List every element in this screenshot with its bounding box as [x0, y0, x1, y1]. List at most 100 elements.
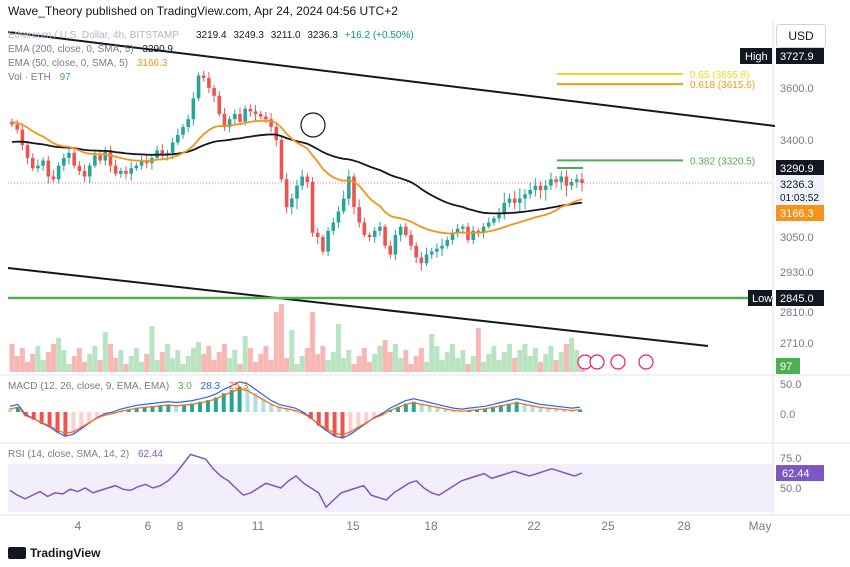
- candle-body: [222, 114, 227, 127]
- candle-body: [25, 145, 30, 158]
- volume-bar: [574, 350, 580, 372]
- candle-body: [217, 95, 222, 114]
- macd-label: MACD (12, 26, close, 9, EMA, EMA): [8, 381, 170, 392]
- volume-bar: [310, 312, 316, 372]
- candle-body: [388, 245, 393, 255]
- candle-body: [554, 179, 558, 182]
- macd-histogram-bar: [47, 412, 52, 428]
- volume-bar: [185, 356, 191, 372]
- volume-bar: [413, 356, 419, 372]
- volume-bar: [76, 348, 82, 372]
- rsi-value: 62.44: [137, 449, 163, 460]
- volume-bar: [175, 350, 181, 372]
- ema50-price-label-bg: [776, 205, 824, 221]
- macd-histogram-bar: [411, 401, 416, 412]
- candle-body: [139, 160, 144, 166]
- publisher-line: Wave_Theory published on TradingView.com…: [8, 4, 398, 18]
- volume-bar: [242, 336, 248, 372]
- volume-bar: [341, 358, 347, 372]
- signal-line: [9, 388, 581, 436]
- fib-level-label: 0.618 (3615.6): [690, 80, 755, 91]
- candle-body: [191, 98, 196, 120]
- candle-body: [300, 176, 304, 186]
- footer-brand: TradingView: [30, 546, 101, 560]
- candle-body: [352, 176, 356, 208]
- candle-body: [67, 152, 71, 158]
- macd-histogram-bar: [245, 388, 250, 412]
- volume-bar: [398, 358, 404, 372]
- time-tick-label: 28: [677, 519, 691, 533]
- macd-value-3: 25.3: [228, 381, 249, 392]
- high-price-label: 3727.9: [780, 51, 814, 63]
- candle-body: [264, 116, 268, 120]
- macd-histogram-bar: [475, 409, 480, 412]
- ema50-legend[interactable]: EMA (50, close, 0, SMA, 5) 3166.3: [8, 58, 167, 69]
- macd-histogram-bar: [324, 412, 329, 431]
- macd-histogram-bar: [150, 406, 155, 412]
- candle-body: [575, 179, 579, 182]
- candle-body: [119, 170, 123, 174]
- volume-bar: [553, 360, 559, 372]
- volume-bar: [149, 326, 155, 372]
- macd-histogram-bar: [522, 403, 527, 412]
- macd-histogram-bar: [126, 409, 131, 412]
- macd-histogram-bar: [293, 410, 297, 412]
- price-tick-label: 3050.0: [780, 232, 814, 244]
- volume-bar: [45, 352, 51, 372]
- macd-histogram-bar: [269, 403, 274, 412]
- candle-body: [315, 232, 320, 237]
- candle-body: [492, 218, 496, 223]
- volume-bar: [253, 362, 259, 372]
- macd-histogram-bar: [403, 403, 408, 412]
- volume-bar: [107, 344, 113, 372]
- candle-body: [269, 119, 273, 127]
- ema50-value: 3166.3: [136, 58, 168, 69]
- volume-legend[interactable]: Vol · ETH 97: [8, 72, 71, 83]
- volume-bar: [346, 350, 352, 372]
- economic-event-icon: [638, 354, 654, 370]
- candle-body: [87, 165, 92, 177]
- macd-histogram-bar: [570, 410, 575, 412]
- macd-histogram-bar: [253, 393, 258, 412]
- ohlc-readout: 3219.4 3249.3 3211.0 3236.3 +16.2 (+0.50…: [196, 30, 418, 41]
- ema200-legend[interactable]: EMA (200, close, 0, SMA, 5) 3290.9: [8, 44, 173, 55]
- rsi-value-tag: 62.44: [782, 468, 810, 480]
- time-tick-label: 22: [527, 519, 541, 533]
- candle-body: [341, 198, 346, 212]
- candle-body: [62, 157, 66, 166]
- candle-body: [15, 124, 19, 130]
- macd-line: [9, 381, 581, 439]
- macd-legend[interactable]: MACD (12, 26, close, 9, EMA, EMA) 3.0 28…: [8, 381, 248, 392]
- volume-bar: [408, 364, 414, 372]
- volume-bar: [159, 352, 165, 372]
- candle-body: [383, 226, 387, 246]
- candle-body: [362, 222, 367, 235]
- macd-value-1: 3.0: [177, 381, 192, 392]
- currency-button[interactable]: USD: [776, 24, 826, 48]
- candle-body: [336, 211, 341, 223]
- volume-bar: [118, 350, 124, 372]
- volume-bar: [133, 348, 139, 372]
- volume-bar: [154, 360, 160, 372]
- candle-body: [543, 185, 548, 190]
- ema50-line: [11, 119, 583, 235]
- economic-event-icon: [610, 354, 626, 370]
- volume-bar: [232, 350, 238, 372]
- volume-bar: [392, 344, 398, 372]
- candle-body: [305, 176, 310, 182]
- macd-histogram-bar: [63, 412, 68, 436]
- volume-value: 97: [59, 72, 71, 83]
- macd-histogram-bar: [308, 412, 313, 419]
- macd-histogram-bar: [316, 412, 321, 426]
- volume-bar: [278, 304, 284, 372]
- rsi-legend[interactable]: RSI (14, close, SMA, 14, 2) 62.44: [8, 449, 163, 460]
- macd-histogram-bar: [356, 412, 361, 429]
- candle-body: [56, 165, 61, 180]
- candle-body: [274, 127, 279, 140]
- tradingview-footer[interactable]: TradingView: [8, 546, 100, 560]
- candle-body: [134, 165, 139, 169]
- volume-bar: [144, 354, 150, 372]
- volume-bar: [335, 324, 341, 372]
- macd-histogram-bar: [578, 409, 582, 412]
